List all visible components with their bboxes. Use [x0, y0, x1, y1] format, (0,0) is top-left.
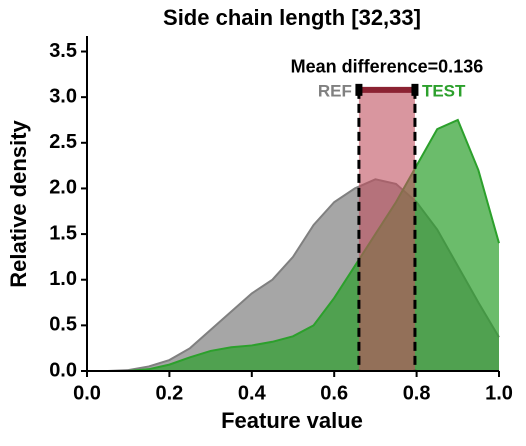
x-axis-label: Feature value [221, 408, 363, 433]
y-tick-label: 1.5 [49, 222, 77, 244]
legend-label: TEST [422, 81, 466, 100]
x-tick-label: 0.8 [403, 382, 431, 404]
y-tick-label: 3.0 [49, 85, 77, 107]
x-tick-label: 0.4 [238, 382, 267, 404]
bracket-end [411, 83, 419, 96]
y-axis-label: Relative density [6, 119, 31, 287]
y-tick-label: 0.5 [49, 314, 77, 336]
chart-title: Side chain length [32,33] [163, 5, 421, 30]
x-tick-label: 1.0 [485, 382, 513, 404]
y-tick-label: 1.0 [49, 268, 77, 290]
y-tick-label: 2.0 [49, 177, 77, 199]
y-tick-label: 0.0 [49, 359, 77, 381]
y-tick-label: 3.5 [49, 40, 77, 62]
y-tick-label: 2.5 [49, 131, 77, 153]
x-tick-label: 0.0 [73, 382, 101, 404]
density-line [87, 118, 500, 372]
bracket-end [355, 83, 363, 96]
mean-difference-region [358, 89, 415, 371]
x-tick-label: 0.2 [155, 382, 183, 404]
annotation: Mean difference=0.136 [291, 57, 484, 77]
legend-label: REF [318, 81, 352, 100]
x-tick-label: 0.6 [320, 382, 348, 404]
